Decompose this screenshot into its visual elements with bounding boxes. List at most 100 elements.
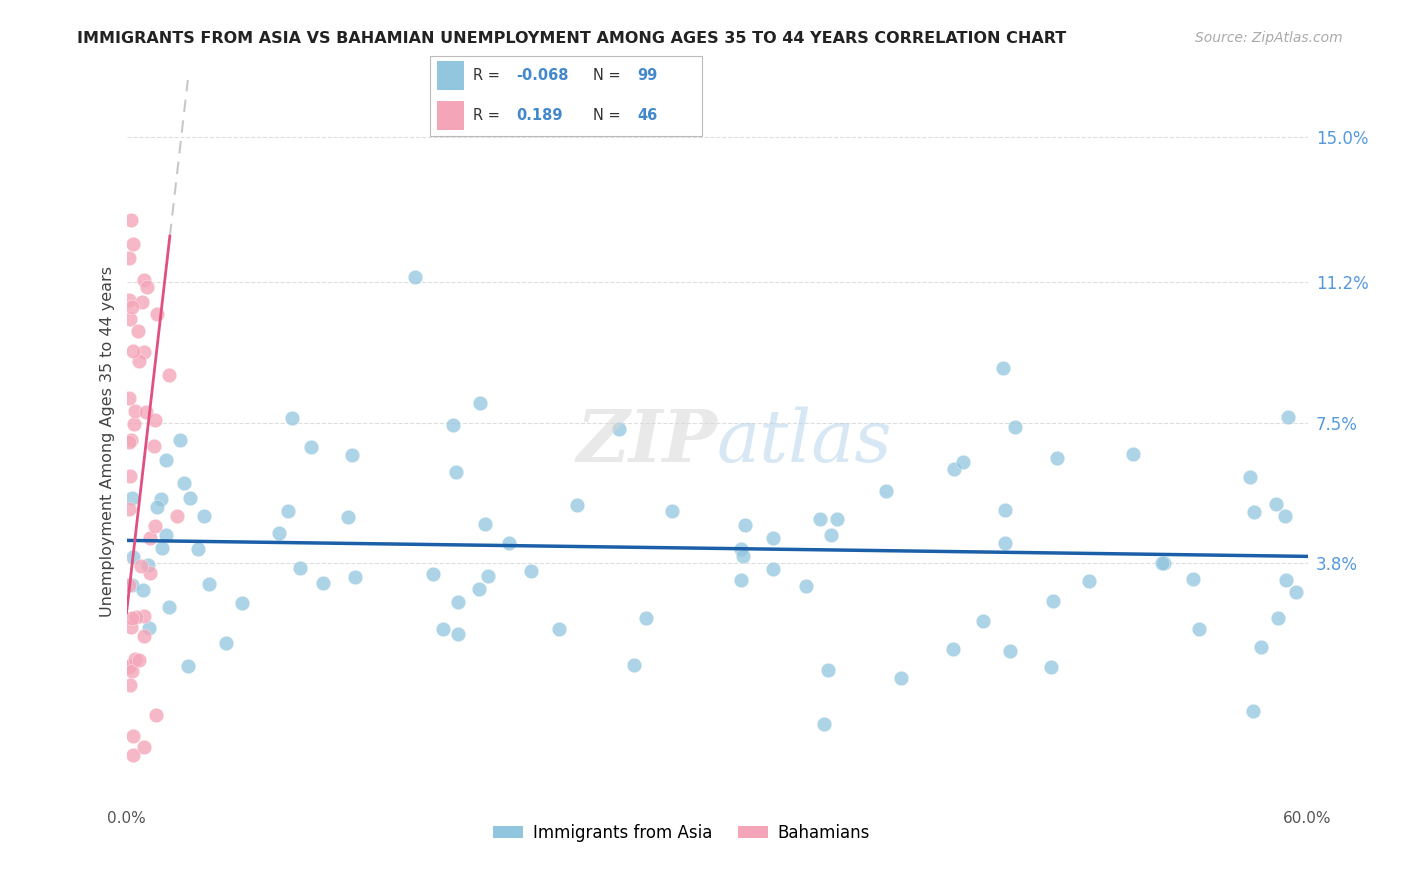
Point: [142, 439, 165, 453]
Text: IMMIGRANTS FROM ASIA VS BAHAMIAN UNEMPLOYMENT AMONG AGES 35 TO 44 YEARS CORRELAT: IMMIGRANTS FROM ASIA VS BAHAMIAN UNEMPLO…: [77, 31, 1067, 46]
Point: [155, 453, 177, 467]
Point: [134, 739, 156, 754]
Point: [432, 622, 454, 636]
Point: [124, 404, 146, 418]
Point: [121, 300, 143, 314]
Point: [808, 511, 831, 525]
Point: [1046, 451, 1069, 466]
Point: [121, 611, 143, 625]
Point: [215, 636, 238, 650]
Point: [120, 433, 142, 447]
Text: ZIP: ZIP: [576, 406, 717, 477]
Point: [734, 517, 756, 532]
Point: [827, 512, 849, 526]
Point: [1285, 585, 1308, 599]
Point: [231, 596, 253, 610]
Point: [994, 503, 1017, 517]
Point: [135, 405, 157, 419]
Point: [474, 516, 496, 531]
Point: [166, 509, 188, 524]
Point: [125, 609, 148, 624]
Legend: Immigrants from Asia, Bahamians: Immigrants from Asia, Bahamians: [486, 817, 877, 848]
Point: [131, 294, 153, 309]
Point: [447, 627, 470, 641]
Point: [890, 671, 912, 685]
Point: [177, 659, 200, 673]
Point: [120, 620, 142, 634]
Point: [150, 541, 173, 555]
Point: [117, 502, 139, 516]
Point: [267, 526, 290, 541]
Point: [118, 312, 141, 326]
Point: [661, 504, 683, 518]
Point: [150, 492, 173, 507]
Point: [157, 600, 180, 615]
Text: Source: ZipAtlas.com: Source: ZipAtlas.com: [1195, 31, 1343, 45]
Point: [1274, 509, 1296, 524]
Point: [145, 708, 167, 723]
Point: [730, 573, 752, 587]
Point: [117, 391, 139, 405]
Point: [1188, 623, 1211, 637]
Point: [446, 465, 468, 479]
Point: [1181, 573, 1204, 587]
Point: [994, 536, 1017, 550]
Point: [280, 411, 302, 425]
Point: [1264, 497, 1286, 511]
Point: [138, 621, 160, 635]
Point: [498, 535, 520, 549]
Point: [875, 483, 897, 498]
Point: [1042, 593, 1064, 607]
Text: -0.068: -0.068: [516, 68, 569, 83]
Point: [143, 518, 166, 533]
Point: [145, 500, 167, 514]
Point: [730, 542, 752, 557]
Point: [155, 528, 177, 542]
Point: [145, 307, 167, 321]
Point: [136, 558, 159, 572]
Point: [277, 504, 299, 518]
Point: [943, 462, 966, 476]
Point: [127, 324, 149, 338]
Point: [117, 293, 139, 307]
Point: [122, 748, 145, 763]
Point: [942, 642, 965, 657]
Point: [762, 562, 785, 576]
Point: [1243, 505, 1265, 519]
Point: [288, 560, 311, 574]
Point: [1274, 573, 1296, 587]
FancyBboxPatch shape: [430, 56, 702, 136]
Point: [198, 576, 221, 591]
Point: [1277, 409, 1299, 424]
Point: [187, 542, 209, 557]
Point: [139, 566, 162, 580]
Point: [134, 629, 156, 643]
Point: [134, 344, 156, 359]
Point: [1152, 557, 1174, 571]
Point: [299, 440, 322, 454]
Point: [118, 678, 141, 692]
Point: [340, 448, 363, 462]
Point: [470, 395, 492, 409]
Point: [143, 413, 166, 427]
Point: [121, 550, 143, 565]
Point: [117, 659, 139, 673]
Point: [121, 729, 143, 743]
Point: [121, 491, 143, 505]
Point: [132, 583, 155, 598]
Point: [120, 213, 142, 227]
Point: [122, 343, 145, 358]
Point: [135, 280, 157, 294]
Point: [312, 576, 335, 591]
Point: [121, 577, 143, 591]
Point: [129, 558, 152, 573]
Point: [128, 653, 150, 667]
Point: [441, 417, 464, 432]
Text: 46: 46: [637, 108, 658, 123]
Point: [1267, 610, 1289, 624]
Point: [477, 568, 499, 582]
Bar: [437, 101, 464, 130]
Point: [193, 508, 215, 523]
Point: [762, 531, 785, 545]
Point: [118, 468, 141, 483]
